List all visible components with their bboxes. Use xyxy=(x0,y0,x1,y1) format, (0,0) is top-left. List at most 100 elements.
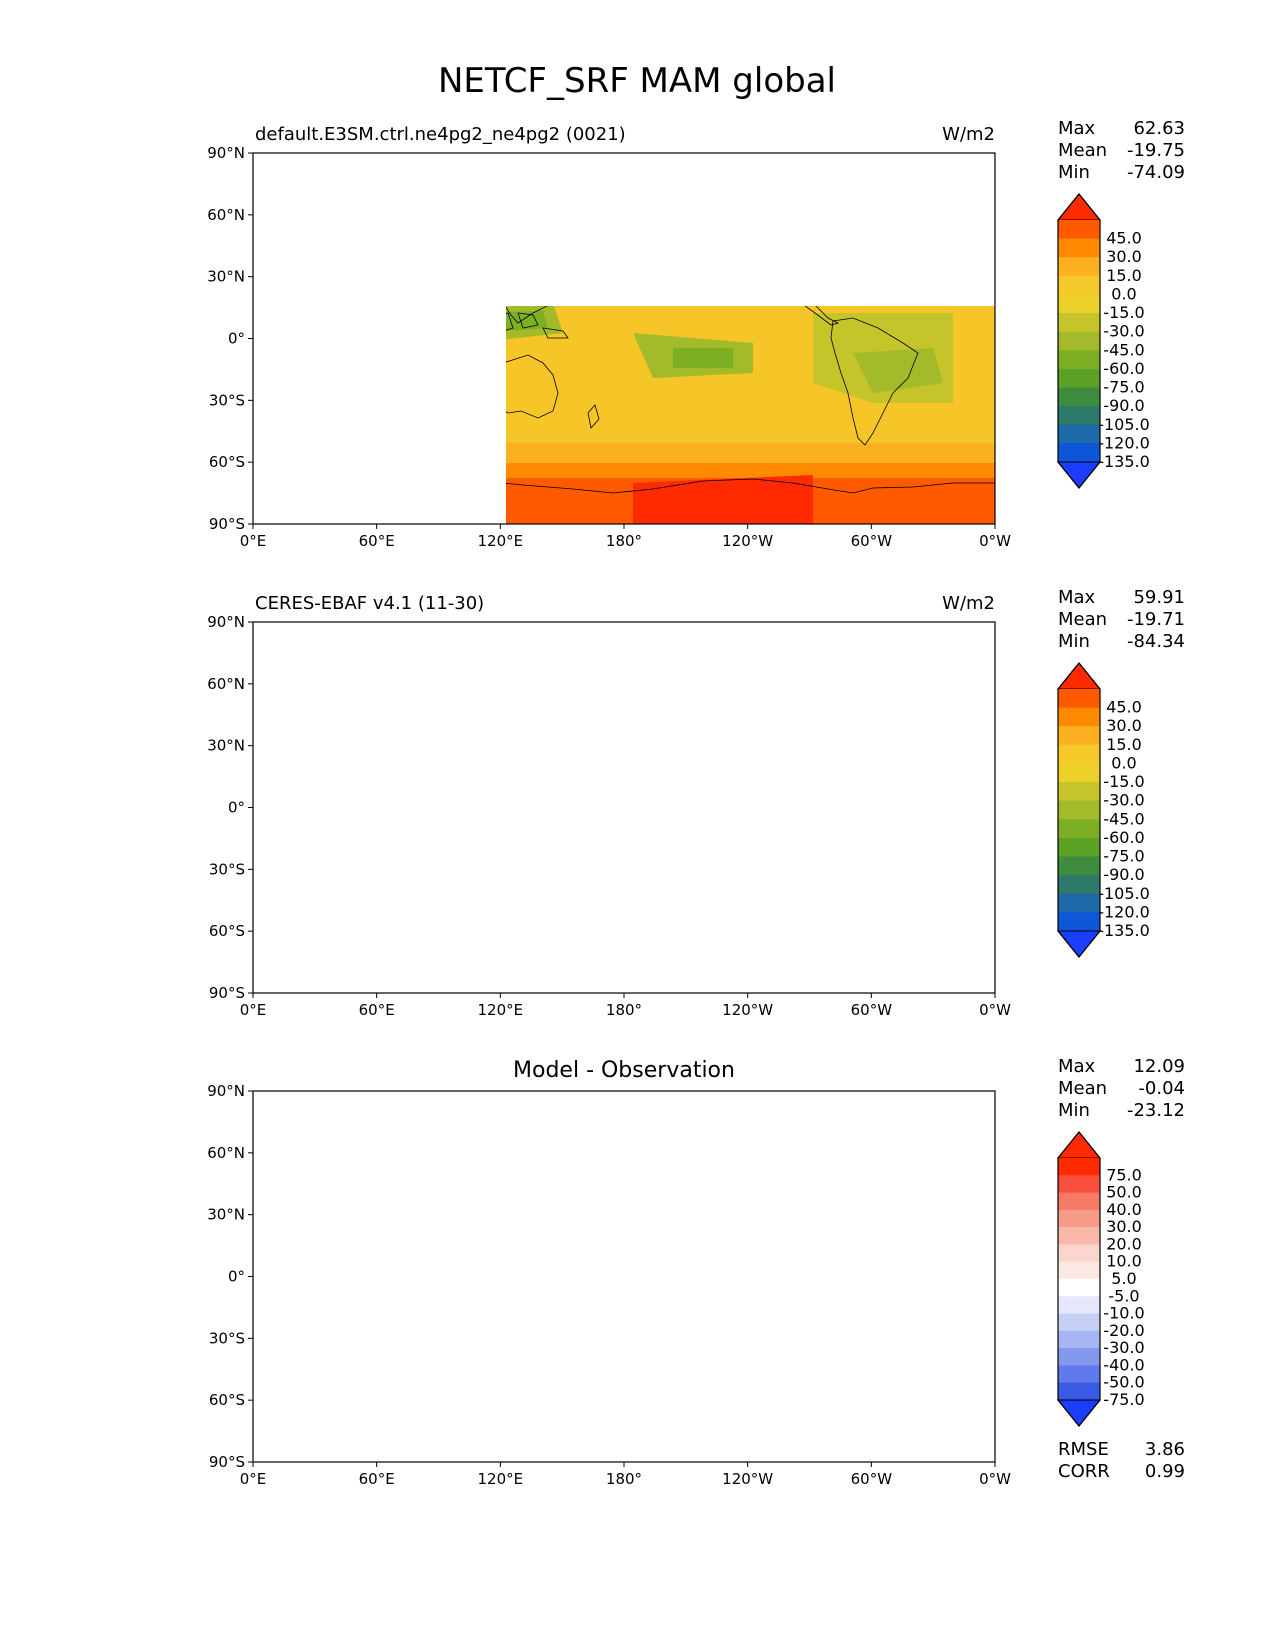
stat-label: Mean xyxy=(1058,609,1107,630)
footer-stats: RMSE 3.86 CORR 0.99 xyxy=(1058,1439,1185,1482)
map-field xyxy=(506,306,996,524)
lat-tick-label: 60°N xyxy=(207,206,245,224)
stats-block: Max 62.63 Mean -19.75 Min -74.09 xyxy=(1058,118,1185,183)
colorbar-segment xyxy=(1058,689,1100,709)
colorbar-segment xyxy=(1058,819,1100,839)
colorbar-label: -120.0 xyxy=(1098,902,1150,921)
colorbar-label: -75.0 xyxy=(1103,1390,1144,1409)
colorbar-segment xyxy=(1058,1261,1100,1280)
colorbar-segment xyxy=(1058,1192,1100,1211)
colorbar-segment xyxy=(1058,1175,1100,1194)
colorbar-extend-min xyxy=(1056,461,1102,489)
stat-value: -74.09 xyxy=(1127,162,1185,183)
lat-tick-label: 90°N xyxy=(207,144,245,162)
panel-model: default.E3SM.ctrl.ne4pg2_ne4pg2 (0021) W… xyxy=(207,118,1185,550)
colorbar-segment xyxy=(1058,763,1100,783)
colorbar-segment xyxy=(1058,800,1100,820)
stats-block: Max 59.91 Mean -19.71 Min -84.34 xyxy=(1058,587,1185,652)
lat-tick-label: 60°N xyxy=(207,1144,245,1162)
colorbar-label: -15.0 xyxy=(1103,772,1144,791)
stat-value: -0.04 xyxy=(1138,1078,1185,1099)
stat-label: Min xyxy=(1058,1100,1090,1121)
colorbar-segment xyxy=(1058,1158,1100,1176)
lon-tick-label: 0°W xyxy=(979,1001,1011,1019)
lat-tick-label: 30°S xyxy=(209,391,245,409)
colorbar-segment xyxy=(1058,875,1100,895)
colorbar-label: -60.0 xyxy=(1103,359,1144,378)
colorbar-segment xyxy=(1058,1244,1100,1263)
colorbar-segment xyxy=(1058,744,1100,764)
stat-value: -23.12 xyxy=(1127,1100,1185,1121)
colorbar-segment xyxy=(1058,220,1100,240)
colorbar-label: 30.0 xyxy=(1106,1217,1142,1236)
lat-tick-label: 60°S xyxy=(209,922,245,940)
corr-label: CORR xyxy=(1058,1461,1110,1482)
stats-block: Max 12.09 Mean -0.04 Min -23.12 xyxy=(1058,1056,1185,1121)
colorbar-label: 15.0 xyxy=(1106,266,1142,285)
colorbar: 45.030.015.00.0-15.0-30.0-45.0-60.0-75.0… xyxy=(1056,662,1150,958)
colorbar-label: 10.0 xyxy=(1106,1252,1142,1271)
colorbar-segment xyxy=(1058,782,1100,802)
colorbar-segment xyxy=(1058,1313,1100,1332)
colorbar-segment xyxy=(1058,1365,1100,1384)
colorbar-label: -75.0 xyxy=(1103,378,1144,397)
colorbar-label: 20.0 xyxy=(1106,1234,1142,1253)
stat-value: -19.75 xyxy=(1127,140,1185,161)
map-frame xyxy=(252,1090,996,1463)
map-field xyxy=(253,1091,995,1462)
map-field xyxy=(253,622,995,993)
colorbar-label: 50.0 xyxy=(1106,1183,1142,1202)
colorbar-segment xyxy=(1058,368,1100,389)
stat-value: 12.09 xyxy=(1133,1056,1185,1077)
colorbar-segment xyxy=(1058,1279,1100,1297)
colorbar-extend-max xyxy=(1056,662,1102,690)
colorbar-segment xyxy=(1058,257,1100,277)
rmse-label: RMSE xyxy=(1058,1439,1109,1460)
colorbar: 45.030.015.00.0-15.0-30.0-45.0-60.0-75.0… xyxy=(1056,193,1150,489)
colorbar-segment xyxy=(1058,726,1100,746)
colorbar-segment xyxy=(1058,424,1100,444)
lon-tick-label: 120°W xyxy=(722,1001,773,1019)
colorbar-label: 0.0 xyxy=(1111,284,1136,303)
panel-units: W/m2 xyxy=(942,124,995,145)
colorbar-segment xyxy=(1058,1348,1100,1366)
colorbar: 75.050.040.030.020.010.05.0-5.0-10.0-20.… xyxy=(1056,1131,1145,1427)
panel-units: W/m2 xyxy=(942,593,995,614)
stat-label: Max xyxy=(1058,118,1096,139)
colorbar-segment xyxy=(1058,350,1100,370)
lat-tick-label: 0° xyxy=(228,1268,245,1286)
stat-label: Mean xyxy=(1058,1078,1107,1099)
lon-tick-label: 180° xyxy=(606,532,642,550)
axis-ticks: 90°N 60°N 30°N 0° 30°S 60°S 90°S0°E 60°E 120°E 18… xyxy=(207,613,1011,1019)
lon-tick-label: 60°W xyxy=(851,1001,893,1019)
colorbar-label: -5.0 xyxy=(1108,1286,1139,1305)
lon-tick-label: 120°W xyxy=(722,532,773,550)
colorbar-label: -40.0 xyxy=(1103,1355,1144,1374)
lat-tick-label: 90°N xyxy=(207,1082,245,1100)
colorbar-label: -105.0 xyxy=(1098,415,1150,434)
colorbar-label: -30.0 xyxy=(1103,322,1144,341)
map-frame xyxy=(252,621,996,994)
stat-value: 59.91 xyxy=(1133,587,1185,608)
colorbar-label: -45.0 xyxy=(1103,340,1144,359)
colorbar-label: 30.0 xyxy=(1106,716,1142,735)
lat-tick-label: 30°S xyxy=(209,1329,245,1347)
axis-ticks: 90°N 60°N 30°N 0° 30°S 60°S 90°S0°E 60°E 120°E 18… xyxy=(207,1082,1011,1488)
colorbar-segment xyxy=(1058,893,1100,913)
colorbar-segment xyxy=(1058,1227,1100,1245)
colorbar-label: -45.0 xyxy=(1103,809,1144,828)
lat-tick-label: 90°S xyxy=(209,984,245,1002)
lon-tick-label: 60°W xyxy=(851,1470,893,1488)
lat-tick-label: 90°S xyxy=(209,515,245,533)
lat-tick-label: 60°N xyxy=(207,675,245,693)
colorbar-outline xyxy=(1057,193,1101,489)
colorbar-segment xyxy=(1058,912,1100,932)
stat-label: Mean xyxy=(1058,140,1107,161)
figure-title: NETCF_SRF MAM global xyxy=(438,61,836,101)
colorbar-segment xyxy=(1058,1382,1100,1401)
colorbar-segment xyxy=(1058,1209,1100,1228)
lat-tick-label: 0° xyxy=(228,799,245,817)
panel-title-left: CERES-EBAF v4.1 (11-30) xyxy=(255,593,484,614)
colorbar-label: -30.0 xyxy=(1103,1338,1144,1357)
